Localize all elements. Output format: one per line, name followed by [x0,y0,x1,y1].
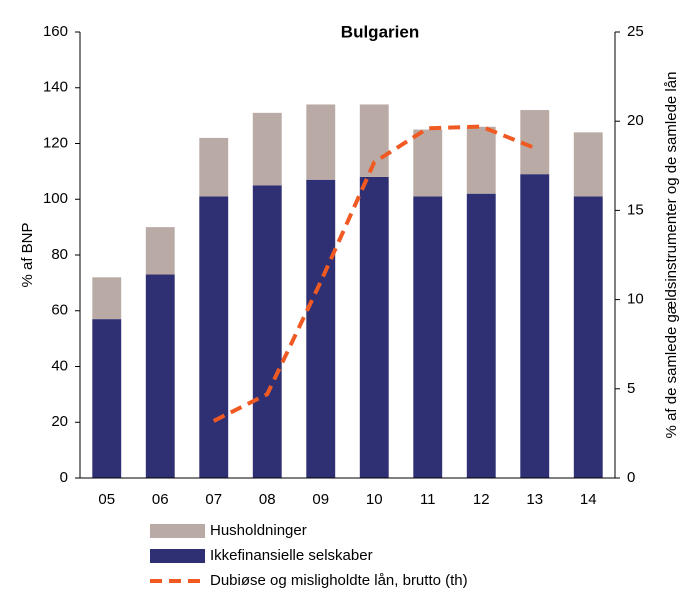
y2-tick-label: 15 [627,201,644,218]
y2-tick-label: 0 [627,469,635,486]
bar [199,137,229,197]
y2-tick-label: 20 [627,112,644,129]
y-tick-label: 100 [43,190,68,207]
line [212,124,536,423]
legend-label: Husholdninger [210,522,307,539]
x-tick-label: 08 [259,491,276,508]
bar [145,274,175,478]
y2-tick-label: 10 [627,291,644,308]
bar [413,196,443,478]
legend-label: Ikkefinansielle selskaber [210,547,373,564]
bar [359,176,389,478]
bar [306,179,336,479]
y2-axis-label: % af de samlede gældsinstrumenter og de … [663,72,680,439]
y2-tick-label: 5 [627,380,635,397]
y-tick-label: 60 [51,302,68,319]
y-tick-label: 20 [51,413,68,430]
bar [92,319,122,478]
x-tick-label: 12 [473,491,490,508]
bar [145,227,175,275]
bar [573,196,603,478]
x-tick-label: 13 [526,491,543,508]
bar [573,132,603,197]
y2-tick-label: 25 [627,23,644,40]
y-tick-label: 120 [43,134,68,151]
y-tick-label: 40 [51,357,68,374]
x-tick-label: 09 [312,491,329,508]
x-tick-label: 11 [420,491,436,508]
bar [520,174,550,478]
legend-swatch [150,524,205,538]
x-tick-label: 07 [205,491,222,508]
bar [92,277,122,320]
x-tick-label: 05 [98,491,115,508]
legend-swatch [150,549,205,563]
y-tick-label: 140 [43,79,68,96]
y-tick-label: 0 [60,469,68,486]
bar [252,112,282,186]
y-tick-label: 80 [51,246,68,263]
x-tick-label: 06 [152,491,169,508]
x-tick-label: 10 [366,491,383,508]
bar [413,129,443,197]
y-axis-label: % af BNP [19,222,36,287]
bar [466,126,496,194]
y-tick-label: 160 [43,23,68,40]
bar [306,104,336,180]
legend-label: Dubiøse og misligholdte lån, brutto (th) [210,572,468,589]
bar [252,185,282,478]
x-tick-label: 14 [580,491,597,508]
bar [199,196,229,478]
chart-title: Bulgarien [341,22,419,41]
bar [466,193,496,479]
